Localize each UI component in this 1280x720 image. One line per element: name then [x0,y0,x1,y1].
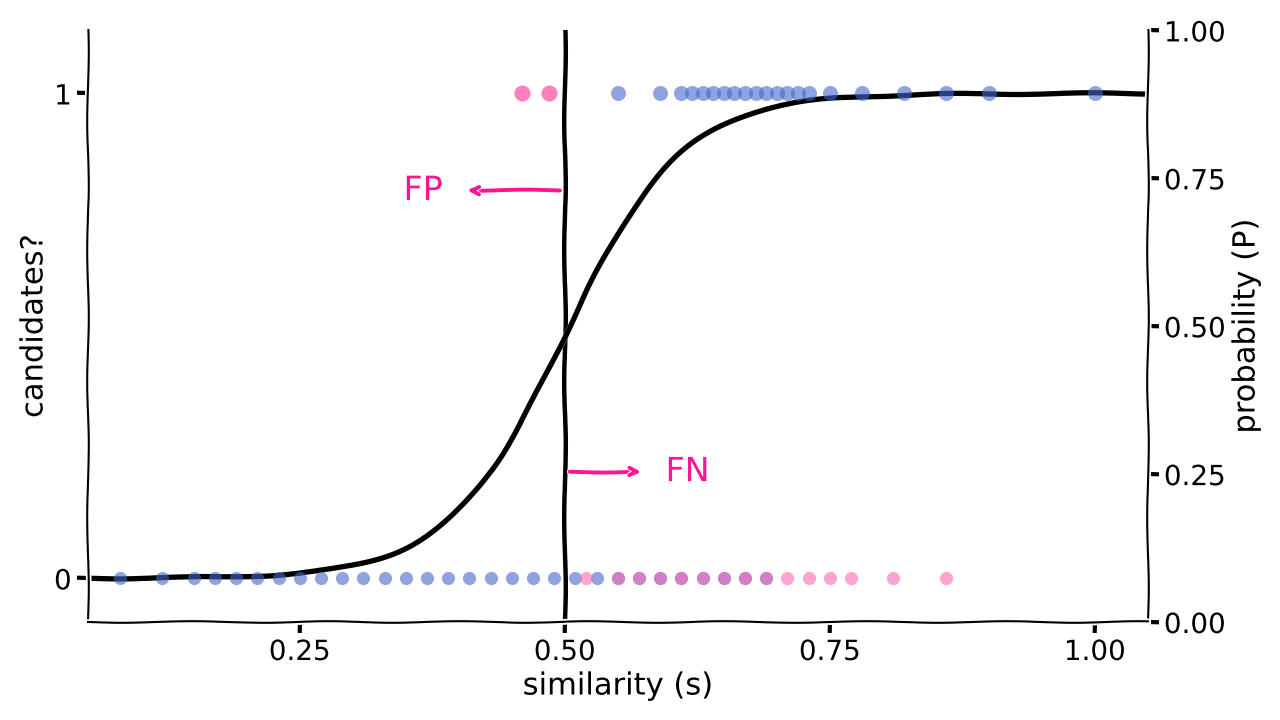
Point [756,572,777,584]
Point [713,88,733,99]
Point [799,572,819,584]
Point [152,572,173,584]
Point [735,572,755,584]
Point [225,572,246,584]
Point [353,572,374,584]
Point [703,88,723,99]
Point [787,88,808,99]
Point [692,88,713,99]
Point [777,88,797,99]
Point [979,88,1000,99]
Point [713,572,733,584]
Point [396,572,416,584]
Point [374,572,394,584]
Point [724,88,745,99]
Point [936,88,956,99]
Point [671,572,691,584]
Point [650,572,671,584]
Point [608,572,628,584]
Point [332,572,352,584]
Point [883,572,904,584]
Point [628,572,649,584]
Point [767,88,787,99]
Point [819,572,840,584]
Point [735,572,755,584]
Point [608,572,628,584]
Point [586,572,607,584]
Point [756,572,777,584]
Text: FN: FN [666,455,710,488]
Point [745,88,765,99]
Text: FP: FP [403,174,443,207]
Point [269,572,289,584]
Point [522,572,543,584]
Point [682,88,703,99]
Y-axis label: candidates?: candidates? [19,235,49,418]
Point [893,88,914,99]
Point [1084,88,1105,99]
Point [608,88,628,99]
Point [841,572,861,584]
Point [692,572,713,584]
X-axis label: similarity (s): similarity (s) [522,672,713,701]
Point [566,572,586,584]
Point [650,572,671,584]
Point [936,572,956,584]
Point [576,572,596,584]
Point [713,572,733,584]
Point [438,572,458,584]
Point [851,88,872,99]
Point [311,572,332,584]
Y-axis label: probability (P): probability (P) [1231,219,1261,433]
Point [183,572,204,584]
Point [735,88,755,99]
Point [756,88,777,99]
Point [671,572,691,584]
Point [777,572,797,584]
Point [512,88,532,99]
Point [671,88,691,99]
Point [539,88,559,99]
Point [205,572,225,584]
Point [692,572,713,584]
Point [799,88,819,99]
Point [289,572,310,584]
Point [819,88,840,99]
Point [480,572,500,584]
Point [544,572,564,584]
Point [109,572,129,584]
Point [502,572,522,584]
Point [417,572,438,584]
Point [460,572,480,584]
Point [247,572,268,584]
Point [628,572,649,584]
Point [650,88,671,99]
